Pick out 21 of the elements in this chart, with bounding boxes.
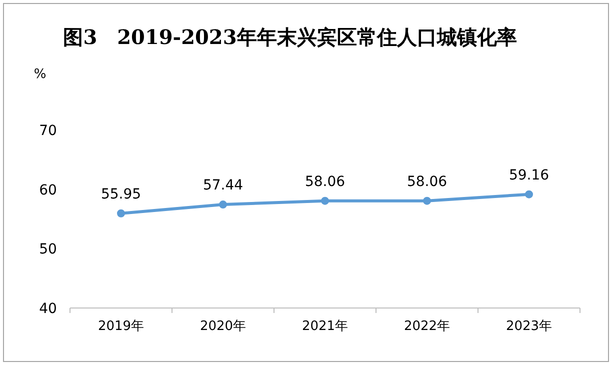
data-label: 57.44: [202, 178, 244, 194]
x-tick-label: 2021年: [302, 319, 348, 334]
data-label: 59.16: [508, 167, 550, 184]
data-label: 55.95: [100, 186, 142, 202]
x-tick-label: 2019年: [98, 319, 144, 334]
y-axis-title: %: [34, 67, 46, 82]
x-tick-label: 2020年: [200, 319, 246, 334]
point: [423, 196, 431, 205]
data-label: 58.06: [406, 174, 448, 190]
x-tick-label: 2022年: [404, 319, 450, 334]
y-tick-label: 60: [39, 182, 57, 198]
y-tick-label: 70: [39, 123, 57, 139]
y-tick-label: 50: [39, 242, 57, 258]
data-label: 58.06: [304, 174, 346, 190]
point: [219, 200, 227, 209]
point: [525, 190, 533, 198]
y-tick-label: 40: [39, 301, 57, 317]
x-tick-label: 2023年: [506, 319, 552, 334]
point: [117, 209, 125, 218]
point: [321, 196, 329, 205]
chart-title: 图3 2019-2023年年末兴宾区常住人口城镇化率: [63, 25, 517, 49]
